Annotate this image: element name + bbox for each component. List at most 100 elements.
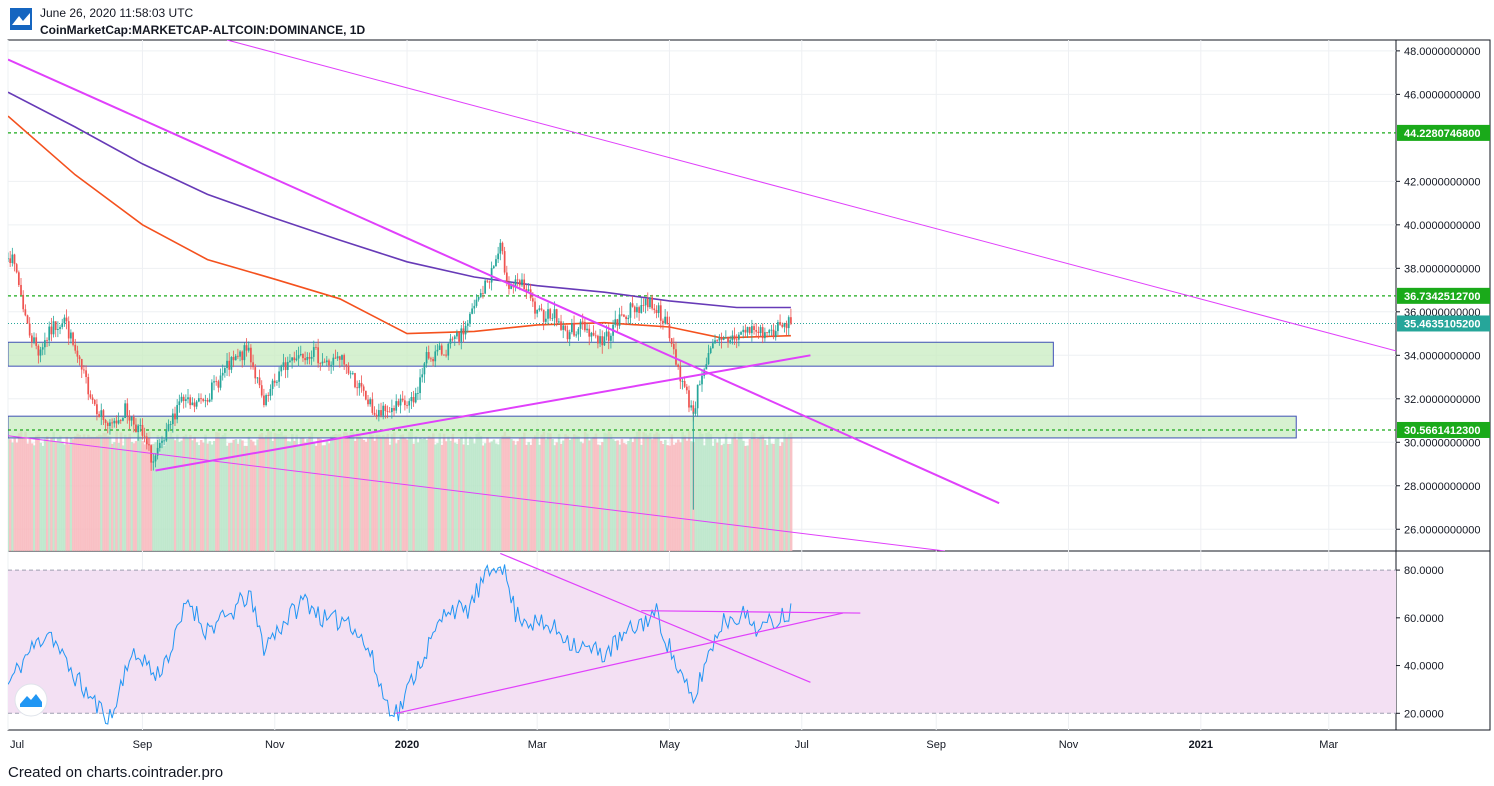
volume-bar	[349, 431, 353, 551]
candle-body	[488, 281, 491, 283]
volume-bar	[121, 445, 125, 551]
volume-bar	[577, 436, 580, 551]
volume-bar	[360, 438, 363, 551]
volume-bar	[230, 442, 233, 551]
volume-bar	[251, 441, 255, 551]
volume-bar	[720, 445, 724, 551]
candle-body	[267, 395, 270, 396]
volume-bar	[215, 431, 218, 551]
price-chart[interactable]: Jul Sep Nov 2020 Mar May Jul Sep Nov 2021 Mar 48.00…	[0, 38, 1494, 760]
volume-bar	[412, 443, 416, 551]
chart-timestamp: June 26, 2020 11:58:03 UTC	[40, 6, 194, 20]
candle-body	[182, 396, 185, 401]
volume-bar	[564, 434, 567, 551]
candle-body	[41, 347, 44, 350]
candle-body	[258, 377, 261, 386]
candle-body	[89, 394, 92, 398]
candle-body	[315, 347, 317, 348]
volume-bar	[726, 443, 730, 551]
rsi-trendline	[396, 612, 844, 714]
volume-bar	[334, 434, 337, 551]
volume-bar	[124, 434, 127, 551]
volume-bar	[583, 431, 587, 551]
candle-body	[358, 382, 361, 389]
volume-bar	[332, 434, 335, 551]
candle-body	[321, 361, 324, 364]
volume-bar	[269, 431, 272, 551]
candle-body	[753, 326, 755, 330]
candle-body	[681, 381, 684, 382]
volume-bar	[56, 437, 60, 551]
x-tick-label: Jul	[10, 739, 24, 751]
volume-bar	[555, 442, 559, 551]
candle-body	[76, 350, 79, 357]
volume-bar	[473, 443, 476, 551]
candle-body	[438, 345, 441, 350]
candle-body	[623, 314, 625, 317]
volume-bar	[399, 434, 403, 551]
candle-body	[130, 416, 133, 421]
level-price-label-bg	[1397, 421, 1490, 438]
candle-body	[516, 279, 519, 281]
volume-bar	[503, 431, 507, 551]
volume-bar	[390, 434, 394, 551]
volume-bar	[616, 440, 619, 551]
candle-body	[284, 362, 287, 370]
x-tick-label: Jul	[795, 739, 809, 751]
candle-body	[564, 325, 567, 331]
volume-bar	[26, 443, 30, 551]
candle-body	[17, 272, 20, 285]
candle-body	[317, 347, 319, 364]
volume-bar	[325, 439, 329, 551]
candle-body	[440, 345, 443, 355]
volume-bar	[382, 435, 385, 551]
candle-body	[113, 420, 116, 424]
volume-bar	[772, 443, 776, 551]
volume-bar	[731, 437, 734, 551]
volume-bar	[774, 438, 778, 551]
candle-body	[39, 349, 42, 356]
cointrader-logo-icon	[10, 8, 32, 30]
volume-bar	[8, 434, 10, 551]
volume-bar	[620, 438, 624, 551]
candle-body	[479, 292, 482, 297]
volume-bar	[210, 444, 214, 551]
volume-bar	[490, 441, 494, 551]
volume-bar	[37, 434, 40, 551]
candle-body	[174, 413, 176, 420]
volume-bar	[642, 432, 645, 551]
candle-body	[141, 424, 144, 436]
volume-bar	[683, 435, 687, 551]
candle-body	[189, 397, 192, 406]
candle-body	[501, 242, 504, 252]
volume-bar	[82, 434, 86, 551]
candle-body	[102, 410, 105, 421]
candle-body	[766, 332, 768, 333]
candle-body	[163, 440, 166, 442]
candle-body	[80, 359, 83, 370]
volume-bar	[199, 440, 203, 551]
candle-body	[213, 381, 215, 383]
candle-body	[388, 411, 391, 413]
volume-bar	[19, 431, 23, 551]
candle-body	[96, 404, 98, 415]
volume-bar	[117, 442, 121, 551]
volume-bar	[262, 437, 266, 551]
candle-body	[336, 356, 339, 359]
volume-bar	[579, 441, 583, 551]
volume-bar	[388, 444, 392, 551]
volume-bar	[505, 436, 509, 551]
volume-bar	[523, 432, 526, 551]
volume-bar	[596, 444, 600, 551]
candle-body	[230, 357, 233, 370]
volume-bar	[525, 444, 528, 551]
support-zone	[8, 341, 1054, 367]
volume-bar	[729, 443, 732, 551]
candle-body	[364, 390, 367, 400]
volume-bar	[553, 445, 557, 551]
volume-bar	[260, 433, 264, 551]
candle-body	[158, 442, 161, 448]
volume-bar	[299, 437, 303, 551]
candle-body	[187, 397, 189, 400]
candle-body	[250, 347, 252, 363]
